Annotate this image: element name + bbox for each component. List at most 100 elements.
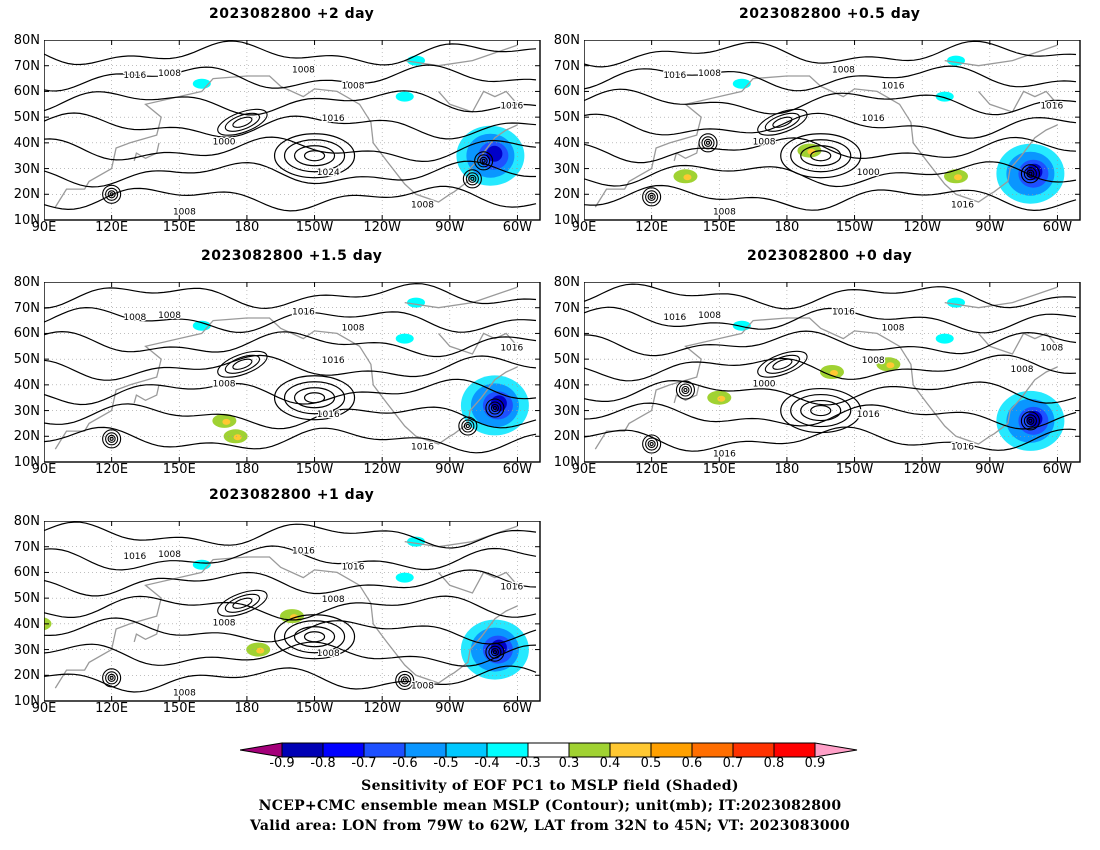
- lon-tick-label: 90W: [435, 701, 465, 716]
- isobar-label: 1008: [1011, 365, 1034, 375]
- isobar: [44, 136, 537, 163]
- lon-tick-label: 120E: [635, 220, 669, 235]
- low-pressure-isobar: [675, 380, 696, 400]
- coastline: [673, 142, 700, 162]
- low-pressure-isobar: [1026, 169, 1035, 178]
- isobar-label: 1008: [322, 595, 345, 605]
- low-pressure-isobar: [465, 423, 470, 429]
- lat-tick-label: 30N: [13, 403, 40, 419]
- lon-tick-label: 90E: [31, 701, 57, 716]
- map-plot: 1008 1016 1016 1008 1008 1000 1016 1008 1016 1016…: [584, 282, 1081, 463]
- sensitivity-positive-core: [807, 148, 816, 155]
- isobar-label: 1016: [1040, 101, 1063, 111]
- isobar-label: 1008: [173, 689, 196, 699]
- low-pressure-isobar: [217, 350, 268, 378]
- map-plot: 1008 1016 1008 1016 1016 1008 1000 1016 1016 1008: [584, 40, 1081, 221]
- lat-tick-label: 30N: [13, 642, 40, 658]
- isobar-label: 1008: [213, 618, 236, 628]
- isobar: [44, 354, 537, 381]
- low-pressure-isobar: [645, 190, 659, 204]
- lat-tick-label: 70N: [13, 58, 40, 74]
- lon-tick-label: 150E: [702, 462, 736, 477]
- map-frame: [44, 40, 541, 221]
- isobar-label: 1016: [322, 114, 345, 124]
- lat-tick-label: 10N: [13, 694, 40, 709]
- isobar: [44, 426, 537, 454]
- lat-tick-label: 30N: [553, 403, 580, 419]
- sensitivity-positive-core: [233, 434, 242, 441]
- isobar-label: 1016: [292, 307, 315, 317]
- isobar-label: 1008: [342, 82, 365, 92]
- caption-contour: NCEP+CMC ensemble mean MSLP (Contour); u…: [258, 798, 842, 814]
- lon-tick-label: 90W: [975, 220, 1005, 235]
- low-pressure-isobar: [458, 416, 478, 436]
- low-pressure-isobar: [772, 358, 793, 370]
- isobar-label: 1016: [123, 552, 146, 562]
- isobar: [584, 354, 1077, 382]
- low-pressure-isobar: [105, 432, 119, 446]
- isobar: [44, 403, 537, 430]
- lon-tick-label: 90E: [571, 462, 597, 477]
- high-pressure-isobar: [303, 631, 326, 643]
- isobar-label: 1008: [411, 681, 434, 691]
- lon-tick-label: 150E: [702, 220, 736, 235]
- isobar-label: 1008: [698, 311, 721, 321]
- lon-tick-label: 180: [234, 701, 260, 716]
- lat-tick-label: 40N: [13, 616, 40, 632]
- low-pressure-isobar: [485, 398, 505, 418]
- isobar-label: 1000: [857, 168, 880, 178]
- low-pressure-isobar: [764, 354, 801, 374]
- lat-tick-label: 50N: [13, 110, 40, 126]
- lon-tick-label: 120W: [903, 462, 942, 477]
- sensitivity-patch: [947, 297, 965, 308]
- lat-tick-label: 30N: [13, 161, 40, 177]
- lat-tick-label: 70N: [553, 300, 580, 316]
- low-pressure-isobar: [468, 174, 477, 183]
- low-pressure-isobar: [398, 673, 412, 687]
- lon-tick-label: 150W: [295, 462, 334, 477]
- low-pressure-isobar: [109, 192, 114, 197]
- low-pressure-isobar: [107, 434, 116, 443]
- isobar-label: 1008: [158, 69, 181, 79]
- map-panel-plus2day: 2023082800 +2 day 1008 1016 1008 1008 1016 10…: [14, 6, 544, 234]
- isobar: [584, 402, 1077, 430]
- isobar: [44, 569, 537, 597]
- colorbar-tick: 0.4: [599, 756, 621, 771]
- isobar: [44, 185, 537, 212]
- colorbar-tick: 0.9: [804, 756, 826, 771]
- lat-tick-label: 10N: [553, 455, 580, 470]
- isobar: [584, 136, 1077, 164]
- coastline: [673, 384, 700, 404]
- low-pressure-isobar: [701, 136, 715, 150]
- low-pressure-isobar: [224, 112, 261, 132]
- isobar: [44, 282, 537, 310]
- lat-tick-label: 40N: [13, 135, 40, 151]
- isobar: [584, 426, 1077, 452]
- low-pressure-isobar: [224, 593, 261, 613]
- lon-tick-label: 150E: [162, 462, 196, 477]
- isobar: [44, 160, 536, 188]
- isobar-label: 1016: [713, 450, 736, 460]
- high-pressure-isobar: [780, 387, 862, 434]
- lon-tick-label: 90E: [571, 220, 597, 235]
- isobar-label: 1016: [951, 442, 974, 452]
- colorbar-tick: 0.5: [640, 756, 662, 771]
- sensitivity-positive-core: [886, 362, 895, 369]
- lon-tick-label: 150E: [162, 220, 196, 235]
- colorbar-tick: -0.3: [515, 756, 541, 771]
- colorbar-box: [445, 742, 488, 758]
- isobar-label: 1008: [832, 65, 855, 75]
- colorbar-box: [691, 742, 734, 758]
- low-pressure-isobar: [105, 187, 119, 201]
- colorbar-tick: 0.7: [722, 756, 744, 771]
- lat-tick-label: 10N: [553, 213, 580, 228]
- high-pressure-isobar: [293, 145, 336, 167]
- isobar-label: 1008: [713, 208, 736, 218]
- coastline: [944, 44, 1058, 67]
- low-pressure-isobar: [764, 112, 801, 132]
- low-pressure-isobar: [678, 383, 693, 397]
- isobar-label: 1008: [882, 324, 905, 334]
- isobar-label: 1016: [500, 101, 523, 111]
- high-pressure-isobar: [810, 404, 832, 417]
- lon-tick-label: 60W: [502, 220, 533, 235]
